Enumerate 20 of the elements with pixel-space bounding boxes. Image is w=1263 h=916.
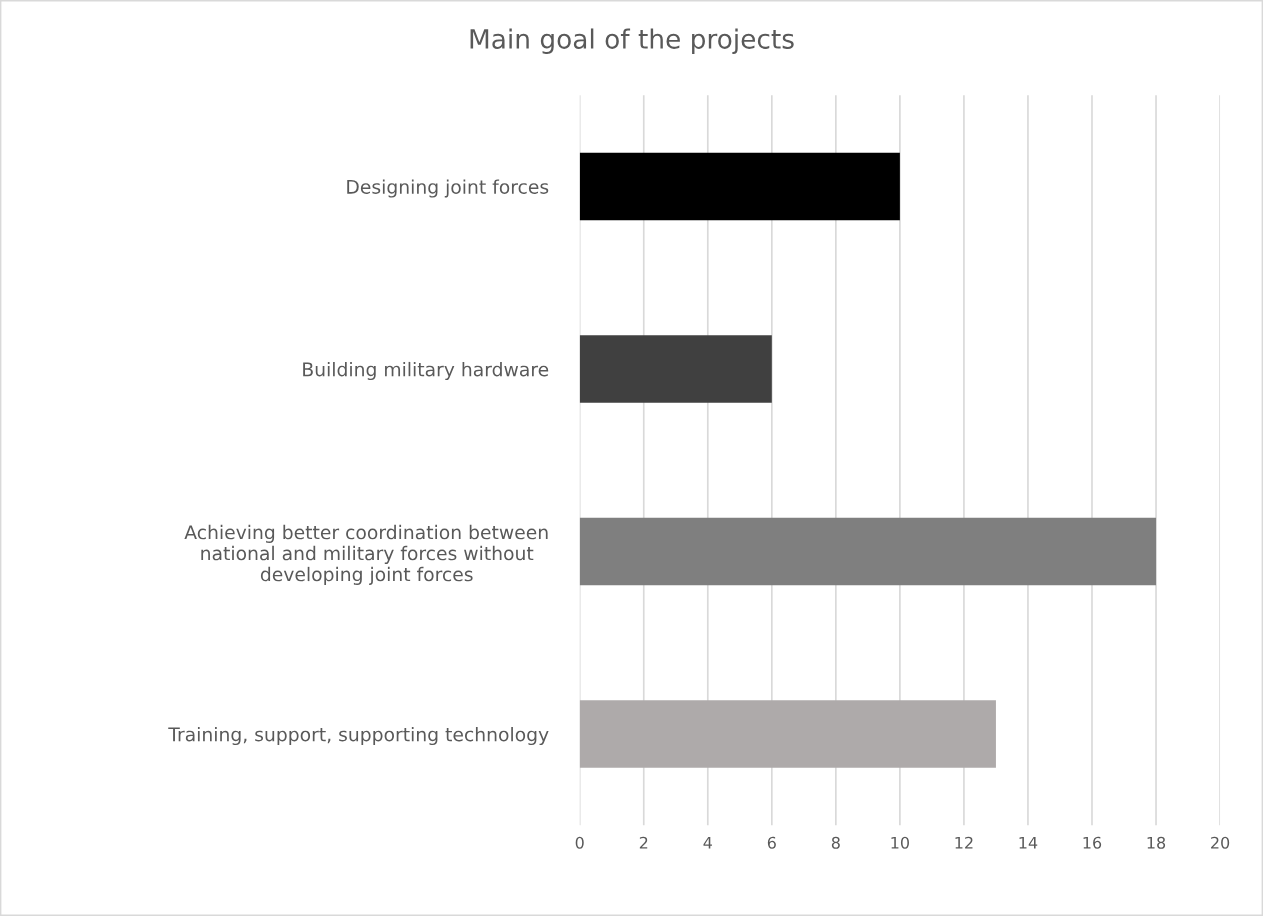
- bar: [579, 335, 772, 403]
- x-tick-label: 6: [767, 836, 776, 849]
- y-tick-label: Building military hardware: [303, 361, 549, 381]
- x-tick-label: 12: [955, 836, 973, 849]
- y-tick-label: Achieving better coordination between national and military forces without developing joint forces: [184, 524, 548, 585]
- x-tick-label: 18: [1147, 836, 1166, 849]
- y-tick-label: Training, support, supporting technology: [168, 726, 549, 746]
- bar: [579, 700, 996, 768]
- x-tick-label: 20: [1211, 836, 1230, 849]
- x-tick-label: 14: [1019, 836, 1038, 849]
- x-tick-label: 2: [639, 836, 648, 849]
- x-tick-label: 0: [575, 836, 584, 849]
- y-tick-label: Designing joint forces: [347, 179, 549, 198]
- bar: [579, 152, 900, 221]
- x-tick-label: 4: [703, 836, 712, 849]
- x-tick-label: 16: [1083, 836, 1102, 849]
- bar: [579, 517, 1157, 586]
- chart-title: Main goal of the projects: [470, 28, 794, 54]
- x-tick-label: 8: [831, 836, 840, 849]
- x-tick-label: 10: [891, 836, 909, 849]
